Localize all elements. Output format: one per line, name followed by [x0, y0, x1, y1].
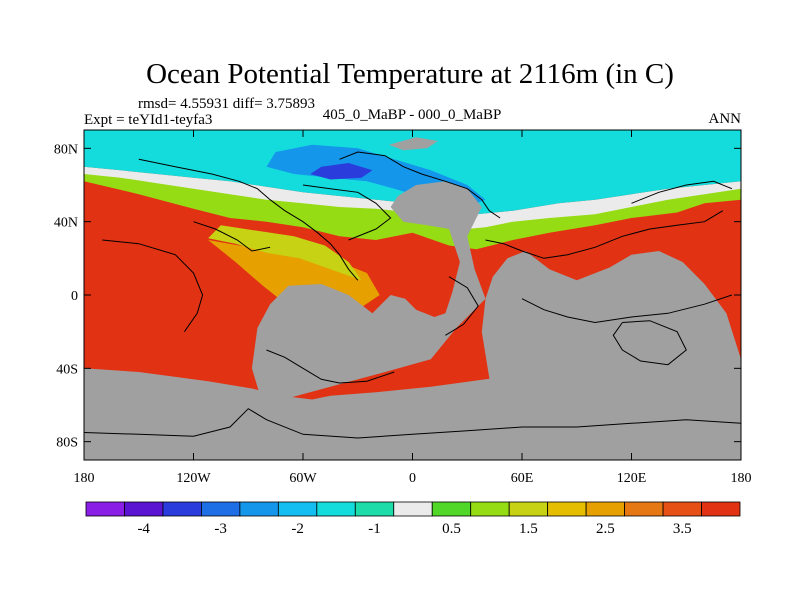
- coastline-segment: [266, 349, 395, 384]
- region-deep-blue-core: [310, 163, 373, 180]
- center-label: 405_0_MaBP - 000_0_MaBP: [323, 107, 502, 123]
- colorbar-label: 3.5: [673, 521, 692, 537]
- map-plot: [84, 130, 741, 460]
- colorbar-label: 2.5: [596, 521, 615, 537]
- x-tick-label: 0: [409, 471, 416, 486]
- coastline-segment: [193, 221, 271, 252]
- region-continental-land: [251, 181, 486, 460]
- colorbar-label: -1: [368, 521, 381, 537]
- colorbar-swatch: [239, 501, 279, 517]
- colorbar-swatch: [277, 501, 318, 517]
- coastline-segment: [612, 320, 687, 366]
- x-tick-label: 120E: [617, 471, 647, 486]
- region-polar-land: [84, 394, 741, 460]
- coastline-segment: [339, 151, 501, 219]
- y-tick-label: 0: [71, 289, 78, 304]
- axis-ticks: 180 120W 60W 0 60E 120E 180 80N 40N 0 40S 80S: [54, 130, 752, 486]
- colorbar-swatch: [547, 501, 587, 517]
- colorbar-swatch: [124, 501, 164, 517]
- colorbar-label: -4: [137, 521, 150, 537]
- colorbar-swatch: [354, 501, 395, 517]
- x-tick-label: 120W: [176, 471, 211, 486]
- colorbar-swatch: [662, 501, 702, 517]
- coastline-segment: [84, 408, 741, 439]
- coastline-segment: [631, 180, 733, 204]
- colorbar-swatch: [162, 501, 202, 517]
- coastline-segment: [485, 210, 724, 259]
- colorbar-label: 1.5: [519, 521, 538, 537]
- expt-label: Expt = teYId1-teyfa3: [84, 112, 212, 128]
- colorbar-swatch: [701, 501, 741, 517]
- y-tick-label: 40S: [56, 362, 78, 377]
- coastline-segment: [138, 158, 359, 281]
- colorbar-label: 0.5: [442, 521, 461, 537]
- chart-title: Ocean Potential Temperature at 2116m (in…: [146, 58, 674, 90]
- season-label: ANN: [709, 111, 742, 127]
- colorbar-swatch: [316, 501, 356, 517]
- x-tick-label: 180: [731, 471, 752, 486]
- colorbar-swatch: [585, 501, 625, 517]
- colorbar-swatch: [508, 501, 549, 517]
- stats-line: rmsd= 4.55931 diff= 3.75893: [138, 96, 315, 112]
- x-tick-label: 60W: [289, 471, 317, 486]
- region-tropical-belt: [208, 225, 362, 281]
- colorbar-label: -2: [291, 521, 304, 537]
- y-tick-label: 80N: [54, 142, 78, 157]
- coastline-segment: [302, 184, 392, 241]
- colorbar-swatch: [85, 501, 125, 517]
- x-tick-label: 60E: [511, 471, 534, 486]
- colorbar-swatch: [431, 501, 472, 517]
- colorbar-swatch: [201, 501, 241, 517]
- colorbar-swatch: [470, 501, 510, 517]
- x-tick-label: 180: [74, 471, 95, 486]
- colorbar-swatch: [393, 501, 433, 517]
- y-tick-label: 40N: [54, 216, 78, 231]
- colorbar-label: -3: [214, 521, 227, 537]
- coastline-segment: [102, 239, 204, 332]
- region-white-transition: [84, 166, 741, 229]
- coastline-segment: [521, 294, 733, 324]
- region-arctic-island: [388, 137, 438, 151]
- coastlines: [84, 151, 741, 439]
- y-tick-label: 80S: [56, 436, 78, 451]
- colorbar-swatch: [624, 501, 664, 517]
- coastline-segment: [445, 276, 479, 336]
- colorbar: -4 -3 -2 -1 0.5 1.5 2.5 3.5: [85, 501, 741, 537]
